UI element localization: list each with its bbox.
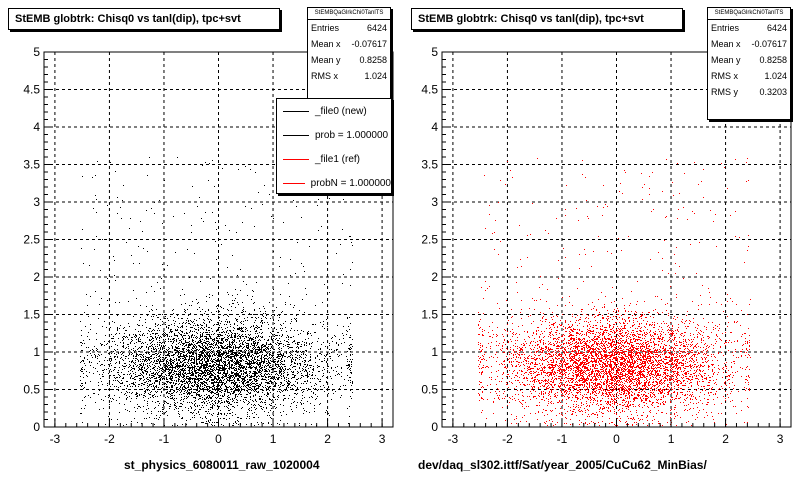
y-tick-label: 0 [33,420,40,434]
legend-label: prob = 1.000000 [315,129,389,141]
y-tick-label: 4 [431,120,438,134]
y-tick-label: 0.5 [23,383,40,397]
y-tick-label: 3.5 [23,158,40,172]
x-tick-label: 1 [668,432,675,446]
y-tick-label: 4.5 [23,83,40,97]
stats-row: Mean x -0.07617 [711,39,787,49]
legend-entry: _file0 (new) [277,99,391,123]
left-stats-box: StEMBQaGlrkChi0TanlTS Entries 6424 Mean x… [307,7,391,104]
y-tick-label: 3 [33,195,40,209]
stats-row: Mean x -0.07617 [311,39,387,49]
legend-entry: probN = 1.000000 [277,171,391,193]
stats-row: Mean y 0.8258 [311,55,387,65]
legend-entry: prob = 1.000000 [277,123,391,147]
right-chart-title: StEMB globtrk: Chisq0 vs tanl(dip), tpc+… [411,8,683,30]
x-tick-label: -3 [50,432,61,446]
right-stats-box: StEMBQaGlrkChi0TanlTS Entries 6424 Mean x… [707,7,791,120]
x-tick-label: -2 [104,432,115,446]
legend-swatch [283,158,309,160]
x-tick-label: 2 [324,432,331,446]
x-tick-label: 0 [613,432,620,446]
legend-swatch [283,182,305,184]
data-points [478,158,751,426]
left-x-axis-title: st_physics_6080011_raw_1020004 [124,458,320,472]
legend-label: _file1 (ref) [315,153,361,165]
y-tick-label: 2 [431,270,438,284]
stats-row: Entries 6424 [311,23,387,33]
y-tick-label: 1 [33,345,40,359]
y-tick-label: 5 [33,45,40,59]
legend-swatch [283,134,309,136]
y-tick-label: 0.5 [421,383,438,397]
y-tick-label: 3.5 [421,158,438,172]
legend-label: _file0 (new) [315,105,367,117]
legend-swatch [283,110,309,112]
left-chart-title: StEMB globtrk: Chisq0 vs tanl(dip), tpc+… [8,8,280,30]
stats-row: RMS x 1.024 [311,71,387,81]
y-tick-label: 2.5 [23,233,40,247]
stats-row: RMS y 0.3203 [711,87,787,97]
data-points [80,157,353,426]
x-tick-label: 3 [777,432,784,446]
y-tick-label: 2 [33,270,40,284]
x-tick-label: 0 [215,432,222,446]
stats-row: Mean y 0.8258 [711,55,787,65]
stats-row: Entries 6424 [711,23,787,33]
right-x-axis-title: dev/daq_sl302.ittf/Sat/year_2005/CuCu62_… [418,458,707,472]
y-tick-label: 4.5 [421,83,438,97]
y-tick-label: 1.5 [23,308,40,322]
y-tick-label: 4 [33,120,40,134]
x-tick-label: -2 [502,432,513,446]
x-tick-label: -1 [557,432,568,446]
legend: _file0 (new) prob = 1.000000 _file1 (ref… [276,98,392,194]
y-tick-label: 1.5 [421,308,438,322]
y-tick-label: 1 [431,345,438,359]
x-tick-label: 2 [722,432,729,446]
legend-entry: _file1 (ref) [277,147,391,171]
y-tick-label: 3 [431,195,438,209]
x-tick-label: -1 [159,432,170,446]
y-tick-label: 5 [431,45,438,59]
x-tick-label: 3 [379,432,386,446]
right-stats-name: StEMBQaGlrkChi0TanlTS [708,8,790,20]
legend-label: probN = 1.000000 [310,177,391,189]
x-tick-label: 1 [270,432,277,446]
stats-row: RMS x 1.024 [711,71,787,81]
scatter-plot: -3 -2 -1 0 1 2 3 0 0.5 1 1.5 2 2.5 3 3.5 4 4.5 5 [421,45,792,446]
left-stats-name: StEMBQaGlrkChi0TanlTS [308,8,390,20]
x-tick-label: -3 [448,432,459,446]
y-tick-label: 2.5 [421,233,438,247]
y-tick-label: 0 [431,420,438,434]
